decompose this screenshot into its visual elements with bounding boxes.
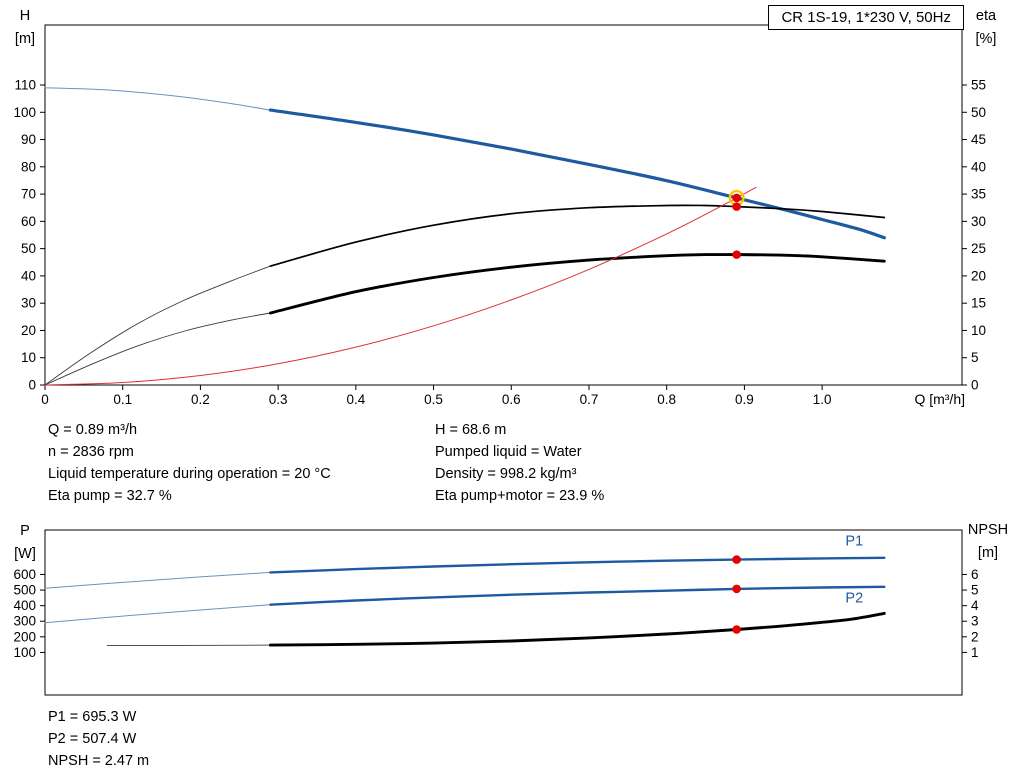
info-npsh: NPSH = 2.47 m — [48, 753, 150, 769]
right-tick-label: 15 — [971, 296, 986, 311]
info-flow: Q = 0.89 m³/h — [48, 422, 138, 438]
right-tick-label: 5 — [971, 350, 979, 365]
left-tick-label: 90 — [21, 132, 36, 147]
right-tick-label: 5 — [971, 583, 979, 598]
series-npsh — [268, 611, 886, 647]
info-pumped-liquid: Pumped liquid = Water — [435, 444, 582, 460]
x-tick-label: 0.6 — [502, 392, 521, 407]
left-axis-title: P — [20, 523, 30, 539]
left-tick-label: 200 — [13, 629, 36, 644]
left-tick-label: 20 — [21, 323, 36, 338]
left-tick-label: 400 — [13, 598, 36, 613]
left-tick-label: 100 — [13, 645, 36, 660]
x-axis-title: Q [m³/h] — [914, 391, 965, 407]
left-tick-label: 40 — [21, 268, 36, 283]
x-tick-label: 0.1 — [113, 392, 132, 407]
left-tick-label: 600 — [13, 567, 36, 582]
duty-point-eta-pump — [732, 202, 741, 211]
series-p1 — [269, 556, 886, 574]
right-tick-label: 0 — [971, 378, 979, 393]
series-p2 — [269, 585, 886, 606]
info-speed: n = 2836 rpm — [48, 444, 134, 460]
series-h-leadin — [44, 87, 271, 111]
info-head: H = 68.6 m — [435, 422, 507, 438]
left-tick-label: 30 — [21, 296, 36, 311]
right-axis-title: [m] — [978, 545, 998, 561]
power-npsh-info-block: P1 = 695.3 W P2 = 507.4 W NPSH = 2.47 m — [48, 706, 149, 772]
left-tick-label: 100 — [13, 105, 36, 120]
left-tick-label: 500 — [13, 583, 36, 598]
right-tick-label: 6 — [971, 567, 979, 582]
left-tick-label: 110 — [14, 78, 36, 93]
series-eta-pump-motor — [268, 253, 886, 315]
series-eta-pump — [269, 204, 886, 267]
right-tick-label: 40 — [971, 159, 986, 174]
duty-point-p2 — [732, 584, 741, 594]
right-tick-label: 45 — [971, 132, 986, 147]
x-tick-label: 1.0 — [813, 392, 832, 407]
x-tick-label: 0.7 — [580, 392, 599, 407]
right-tick-label: 1 — [971, 645, 979, 660]
chart-hq-eta: 0 10 20 30 40 50 60 70 80 90 100 110 0 5 10 15 20 25 30 35 4… — [13, 8, 997, 407]
duty-info-left-column: Q = 0.89 m³/h n = 2836 rpm Liquid temper… — [48, 419, 331, 507]
series-p1-leadin — [44, 571, 271, 589]
x-tick-label: 0.5 — [424, 392, 443, 407]
right-tick-label: 30 — [971, 214, 986, 229]
x-tick-label: 0.3 — [269, 392, 288, 407]
left-tick-label: 70 — [21, 187, 36, 202]
plot-frame — [44, 24, 963, 386]
series-eta-pump-leadin — [44, 265, 271, 386]
duty-info-right-column: H = 68.6 m Pumped liquid = Water Density… — [435, 419, 604, 507]
left-axis-title: H — [20, 8, 30, 24]
right-axis-title: NPSH — [968, 522, 1008, 538]
left-tick-label: 60 — [21, 214, 36, 229]
info-p1: P1 = 695.3 W — [48, 709, 137, 725]
right-tick-label: 55 — [971, 78, 986, 93]
right-axis-title: [%] — [976, 31, 997, 47]
info-liquid-temperature: Liquid temperature during operation = 20… — [48, 466, 331, 482]
duty-point-npsh — [732, 625, 741, 634]
right-tick-label: 3 — [971, 614, 979, 629]
plot-frame — [44, 529, 963, 696]
duty-point-h — [732, 193, 741, 203]
series-h — [268, 108, 886, 240]
left-tick-label: 0 — [28, 378, 36, 393]
left-tick-label: 300 — [13, 614, 36, 629]
left-axis-title: [W] — [14, 546, 36, 562]
x-tick-label: 0.9 — [735, 392, 754, 407]
series-system — [44, 186, 757, 386]
duty-point-p1 — [732, 555, 741, 564]
right-axis-title: eta — [976, 8, 997, 24]
right-tick-label: 35 — [971, 187, 986, 202]
info-p2: P2 = 507.4 W — [48, 731, 137, 747]
right-tick-label: 4 — [971, 598, 979, 613]
x-tick-label: 0.8 — [657, 392, 676, 407]
duty-point-eta-pump-motor — [732, 250, 741, 259]
right-tick-label: 50 — [971, 105, 986, 120]
right-tick-label: 10 — [971, 323, 986, 338]
series-p2-leadin — [44, 604, 271, 624]
left-tick-label: 10 — [21, 350, 36, 365]
right-tick-label: 20 — [971, 268, 986, 283]
x-tick-label: 0.2 — [191, 392, 210, 407]
info-eta-pump-motor: Eta pump+motor = 23.9 % — [435, 488, 605, 504]
series-eta-pump-motor-leadin — [44, 312, 271, 386]
x-tick-label: 0 — [41, 392, 49, 407]
series-label-p1: P1 — [845, 534, 863, 550]
right-tick-label: 2 — [971, 629, 979, 644]
pump-title-box: CR 1S-19, 1*230 V, 50Hz — [768, 5, 964, 30]
info-density: Density = 998.2 kg/m³ — [435, 466, 577, 482]
left-axis-title: [m] — [15, 31, 35, 47]
info-eta-pump: Eta pump = 32.7 % — [48, 488, 172, 504]
series-label-p2: P2 — [845, 591, 863, 607]
left-tick-label: 80 — [21, 159, 36, 174]
right-tick-label: 25 — [971, 241, 986, 256]
left-tick-label: 50 — [21, 241, 36, 256]
x-tick-label: 0.4 — [346, 392, 365, 407]
